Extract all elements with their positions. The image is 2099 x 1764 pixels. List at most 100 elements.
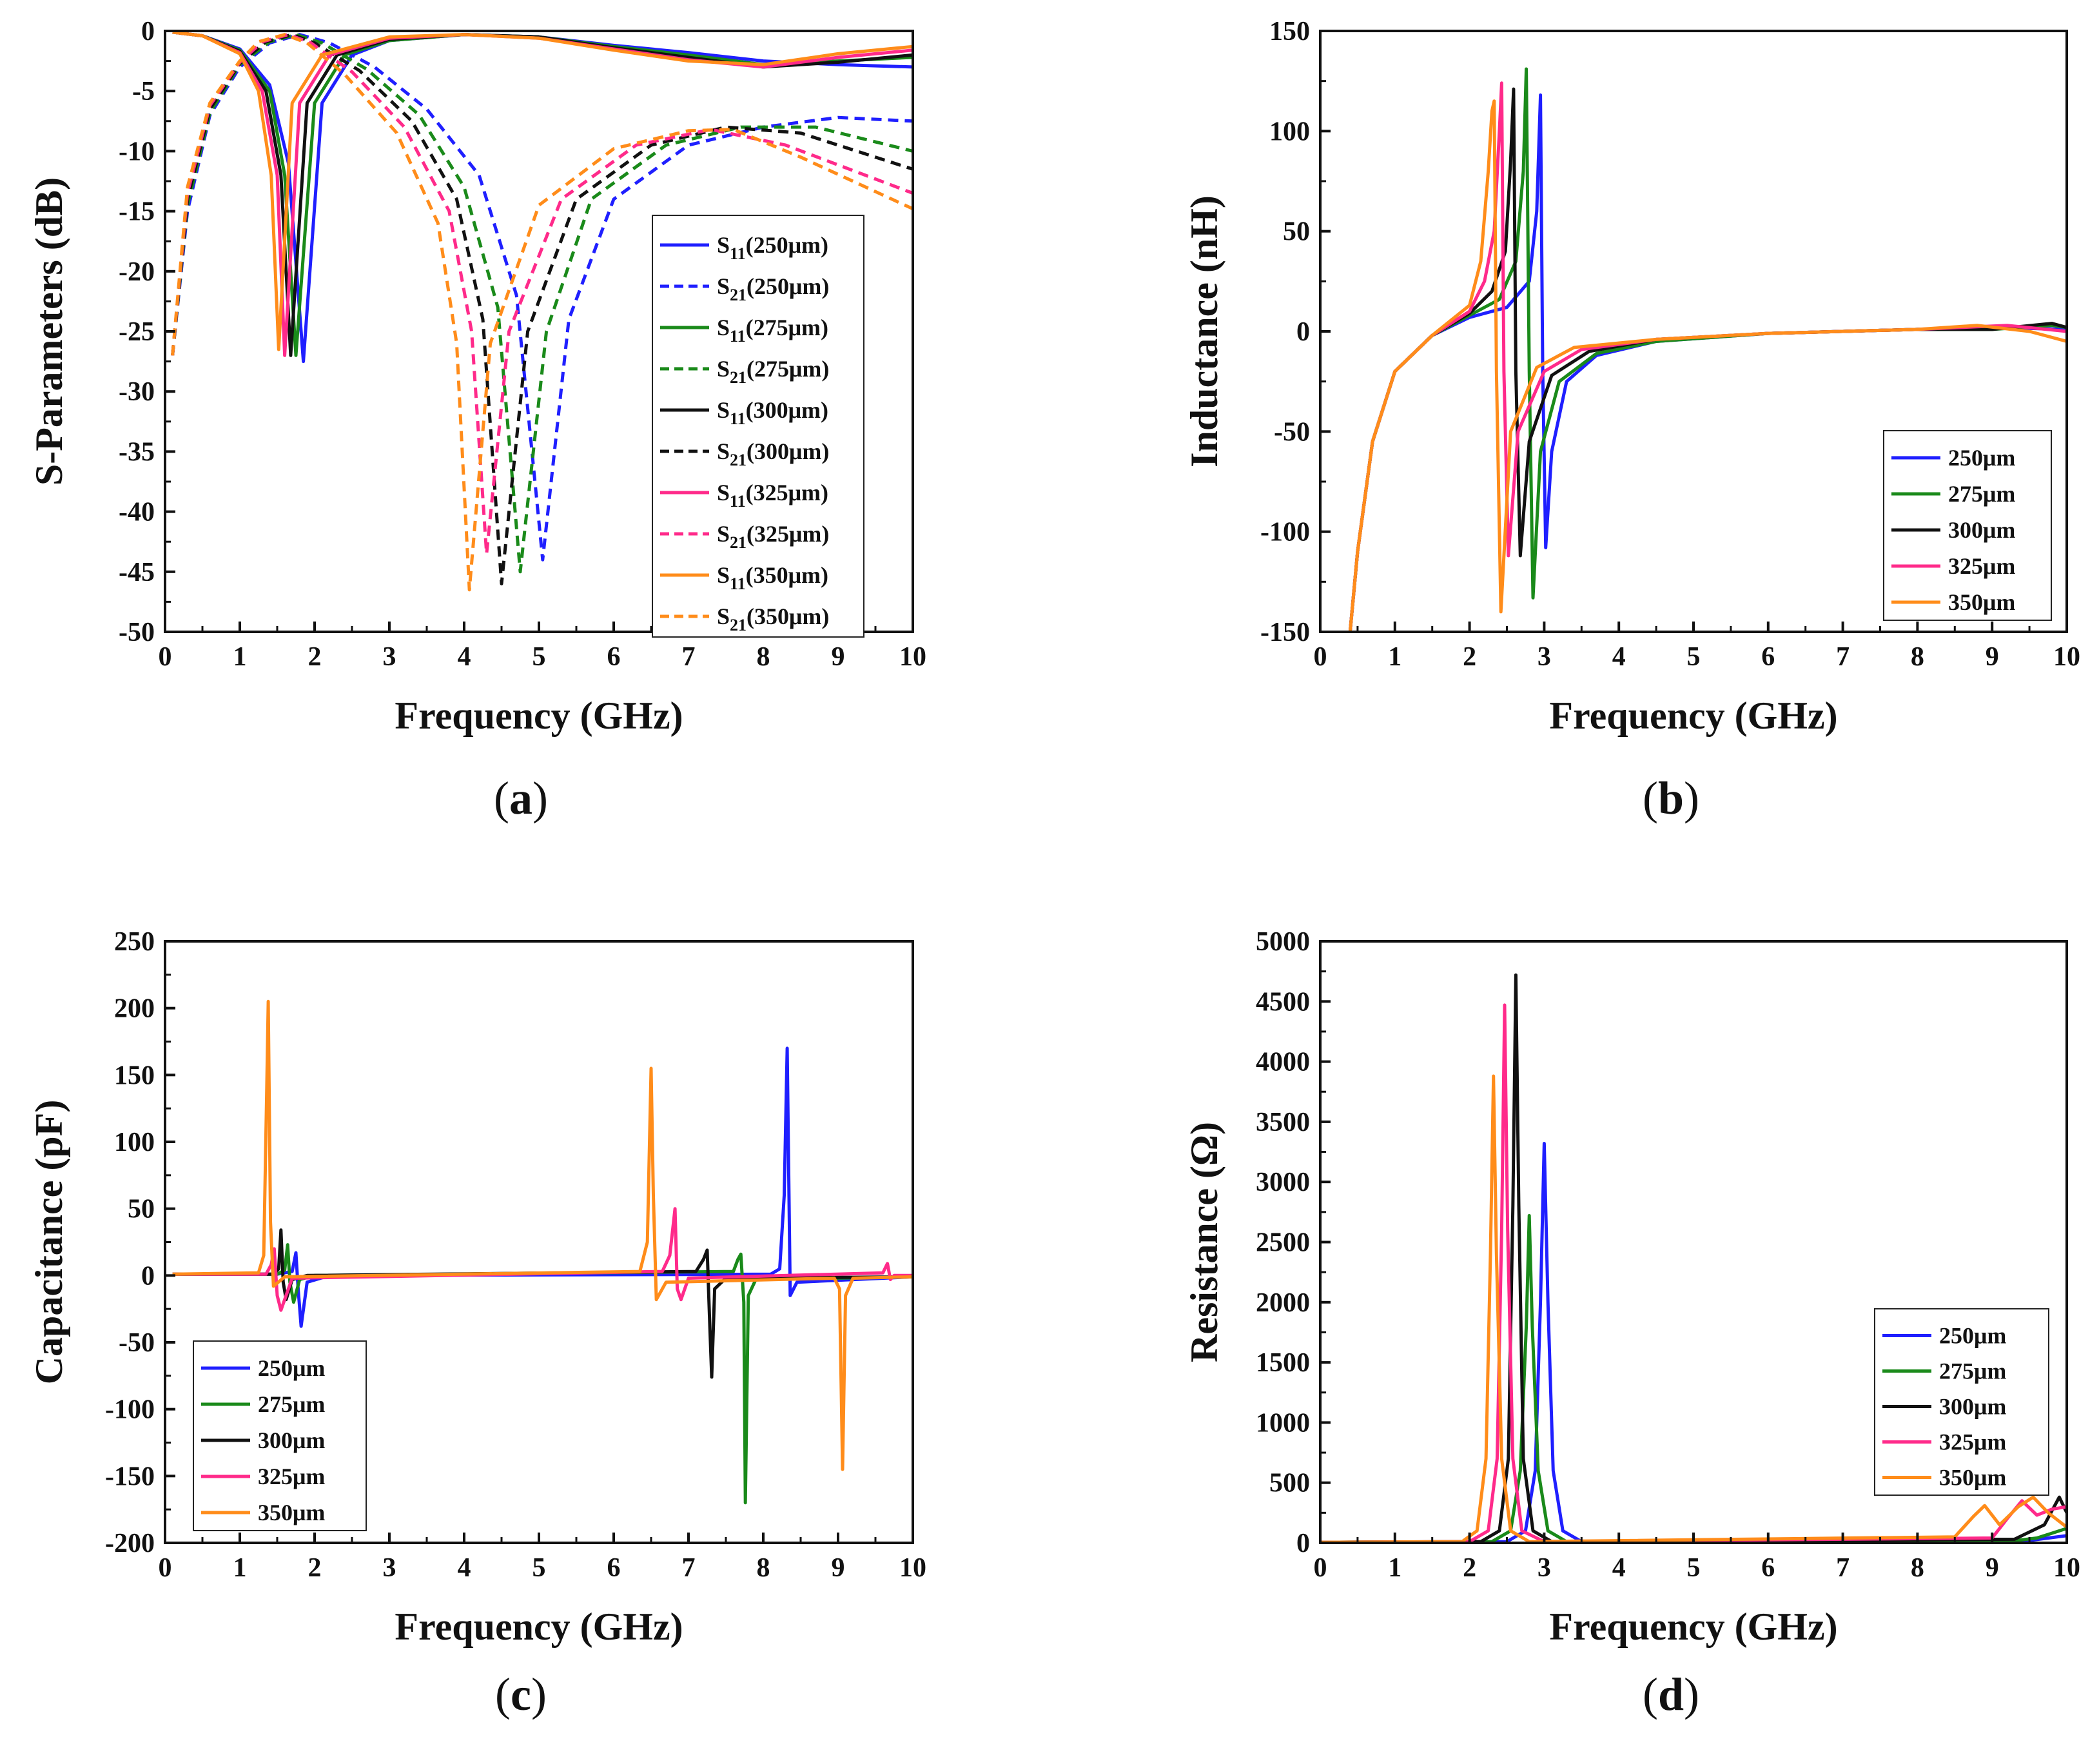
x-tick-label: 0 — [1314, 642, 1327, 672]
series-line-a-5 — [171, 33, 913, 585]
y-tick-label: 500 — [1269, 1469, 1310, 1498]
y-tick-label: 250 — [114, 927, 155, 957]
y-tick-label: -30 — [119, 377, 155, 407]
legend: 250μm 275μm 300μm 325μm 350μm — [1883, 430, 2052, 621]
legend-label: 350μm — [1939, 1465, 2006, 1491]
legend: 250μm 275μm 300μm 325μm 350μm — [193, 1340, 367, 1531]
panel-caption: (a) — [494, 772, 548, 824]
series-group — [1348, 67, 2067, 632]
x-tick-label: 8 — [757, 642, 770, 672]
legend-label: 325μm — [1948, 553, 2015, 579]
x-tick-label: 6 — [1761, 642, 1775, 672]
y-tick-label: -150 — [105, 1462, 155, 1491]
x-tick-label: 2 — [1463, 1553, 1476, 1583]
y-tick-label: -50 — [1274, 417, 1310, 447]
x-tick-label: 4 — [458, 1553, 471, 1583]
legend-box — [652, 215, 864, 638]
x-tick-label: 8 — [757, 1553, 770, 1583]
y-tick-label: -35 — [119, 437, 155, 467]
x-tick-label: 10 — [899, 642, 926, 672]
series-line-c-3 — [172, 1207, 913, 1312]
legend: S11(250μm) S21(250μm) S11(275μm) S21(275μm)… — [652, 215, 864, 638]
legend-label: 250μm — [258, 1355, 325, 1381]
x-tick-label: 9 — [832, 1553, 845, 1583]
series-line-d-3 — [1320, 1003, 2067, 1543]
legend-label: S11(300μm) — [717, 397, 828, 428]
x-tick-label: 4 — [1612, 642, 1626, 672]
y-axis-label: Inductance (nH) — [1183, 195, 1225, 467]
y-axis-label: Resistance (Ω) — [1183, 1122, 1225, 1362]
x-tick-label: 3 — [1538, 1553, 1551, 1583]
y-tick-label: 0 — [1296, 1529, 1310, 1558]
x-tick-label: 10 — [2053, 642, 2080, 672]
x-tick-label: 7 — [1836, 1553, 1850, 1583]
y-tick-label: 0 — [141, 17, 155, 46]
y-tick-label: -45 — [119, 558, 155, 587]
y-tick-label: 3000 — [1256, 1168, 1310, 1197]
y-tick-label: 3500 — [1256, 1108, 1310, 1137]
y-tick-label: -10 — [119, 137, 155, 166]
y-tick-label: -50 — [119, 1328, 155, 1358]
series-group — [171, 31, 913, 592]
legend-label: S21(250μm) — [717, 273, 829, 304]
x-tick-label: 3 — [1538, 642, 1551, 672]
x-tick-label: 5 — [1687, 1553, 1701, 1583]
x-tick-label: 6 — [607, 1553, 621, 1583]
y-tick-label: -200 — [105, 1529, 155, 1558]
x-axis-label: Frequency (GHz) — [1549, 694, 1837, 737]
legend-box — [1883, 430, 2052, 621]
x-tick-label: 6 — [1761, 1553, 1775, 1583]
x-axis-label: Frequency (GHz) — [1549, 1605, 1837, 1648]
legend-label: S21(350μm) — [717, 603, 829, 634]
x-tick-label: 7 — [682, 1553, 696, 1583]
y-tick-label: 2500 — [1256, 1228, 1310, 1258]
legend-label: 275μm — [258, 1391, 325, 1417]
legend-label: 300μm — [258, 1427, 325, 1453]
y-tick-label: 1000 — [1256, 1408, 1310, 1438]
y-tick-label: 100 — [114, 1128, 155, 1157]
chart-b: 0 1 2 3 4 5 6 7 8 9 10 150 100 50 0 -50 -100 -150 Frequenc… — [1183, 17, 2080, 824]
y-tick-label: -5 — [132, 77, 155, 106]
y-tick-label: 4000 — [1256, 1048, 1310, 1077]
x-tick-label: 1 — [233, 1553, 247, 1583]
y-tick-label: 200 — [114, 994, 155, 1024]
panel-caption: (b) — [1643, 772, 1699, 824]
x-tick-label: 1 — [1388, 1553, 1401, 1583]
y-tick-label: 0 — [1296, 317, 1310, 347]
panel-caption: (d) — [1643, 1669, 1699, 1720]
y-tick-label: 5000 — [1256, 927, 1310, 957]
series-line-c-4 — [172, 999, 913, 1471]
series-line-a-7 — [171, 33, 913, 556]
series-line-a-2 — [172, 31, 913, 357]
x-tick-label: 9 — [1986, 1553, 1999, 1583]
x-tick-label: 9 — [832, 642, 845, 672]
legend-box — [193, 1340, 367, 1531]
legend-label: 300μm — [1939, 1394, 2006, 1420]
x-axis-label: Frequency (GHz) — [395, 694, 683, 737]
legend: 250μm 275μm 300μm 325μm 350μm — [1874, 1308, 2049, 1496]
x-tick-label: 8 — [1911, 642, 1924, 672]
x-tick-label: 7 — [1836, 642, 1850, 672]
legend-label: S11(275μm) — [717, 315, 828, 346]
chart-c: 0 1 2 3 4 5 6 7 8 9 10 250 200 150 100 50 0 -50 -100 -150 -2… — [28, 927, 926, 1720]
y-tick-label: -100 — [105, 1395, 155, 1425]
y-tick-label: 150 — [114, 1061, 155, 1090]
series-line-d-2 — [1320, 973, 2067, 1543]
y-axis-label: Capacitance (pF) — [28, 1100, 70, 1385]
series-group — [172, 999, 913, 1505]
legend-label: 250μm — [1939, 1323, 2006, 1349]
y-tick-label: -20 — [119, 257, 155, 287]
legend-label: 325μm — [1939, 1429, 2006, 1455]
x-tick-label: 5 — [532, 1553, 546, 1583]
x-tick-label: 5 — [1687, 642, 1701, 672]
x-tick-label: 0 — [1314, 1553, 1327, 1583]
x-tick-label: 7 — [682, 642, 696, 672]
y-tick-label: -15 — [119, 197, 155, 227]
x-tick-label: 0 — [159, 1553, 172, 1583]
x-tick-label: 9 — [1986, 642, 1999, 672]
y-tick-label: 150 — [1269, 17, 1310, 46]
chart-a: 0 1 2 3 4 5 6 7 8 9 10 0 -5 -10 -15 -20 -25 -30 -35 -40 -45 -… — [28, 17, 926, 824]
legend-label: 350μm — [1948, 589, 2015, 615]
x-axis-label: Frequency (GHz) — [395, 1605, 683, 1648]
y-tick-label: 0 — [141, 1261, 155, 1291]
